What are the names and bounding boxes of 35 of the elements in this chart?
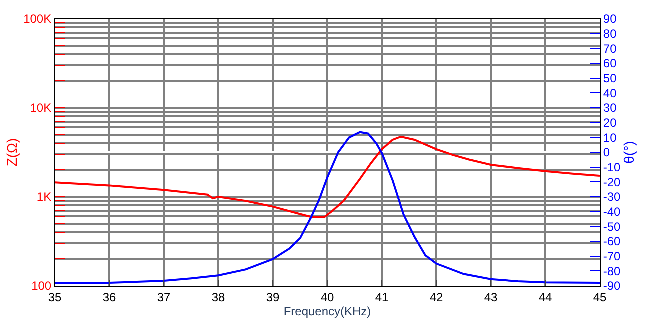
y2-tick-label: -60 bbox=[603, 234, 622, 249]
x-tick-label: 39 bbox=[266, 290, 280, 304]
y-tick-label: 10K bbox=[30, 101, 52, 116]
y2-tick-label: -50 bbox=[603, 220, 622, 234]
y-tick-label: 100K bbox=[24, 12, 52, 26]
x-tick-label: 37 bbox=[157, 290, 171, 304]
x-tick-label: 40 bbox=[320, 290, 334, 304]
y2-tick-label: 0 bbox=[603, 146, 610, 160]
x-tick-label: 38 bbox=[212, 290, 226, 304]
y2-tick-label: -30 bbox=[603, 190, 622, 204]
y-axis-title: Z(Ω) bbox=[4, 138, 20, 167]
x-tick-label: 43 bbox=[484, 290, 498, 304]
y2-tick-label: 80 bbox=[603, 27, 618, 42]
y-tick-label: 1K bbox=[36, 190, 52, 204]
y2-tick-label: -40 bbox=[603, 205, 622, 220]
x-tick-label: 44 bbox=[538, 290, 552, 304]
y2-tick-label: -80 bbox=[603, 264, 622, 278]
y2-tick-label: 70 bbox=[603, 42, 618, 56]
y2-tick-label: 40 bbox=[603, 86, 618, 100]
line-series bbox=[55, 131, 600, 284]
x-tick-label: 36 bbox=[102, 290, 116, 304]
y2-tick-label: 50 bbox=[603, 72, 618, 86]
y2-tick-label: 60 bbox=[603, 56, 618, 71]
x-axis-title: Frequency(KHz) bbox=[284, 304, 372, 318]
x-tick-label: 42 bbox=[430, 290, 444, 304]
y2-tick-label: 10 bbox=[603, 130, 618, 145]
y2-axis-title: θ(°) bbox=[621, 141, 638, 164]
y2-tick-label: 90 bbox=[603, 12, 618, 26]
x-tick-label: 41 bbox=[375, 290, 389, 304]
y2-tick-label: 20 bbox=[603, 116, 618, 130]
line-series bbox=[55, 136, 600, 218]
y2-tick-label: -20 bbox=[603, 175, 622, 190]
y2-tick-label: -70 bbox=[603, 250, 622, 264]
y2-tick-label: 30 bbox=[603, 101, 618, 116]
y2-tick-label: -10 bbox=[603, 160, 622, 175]
